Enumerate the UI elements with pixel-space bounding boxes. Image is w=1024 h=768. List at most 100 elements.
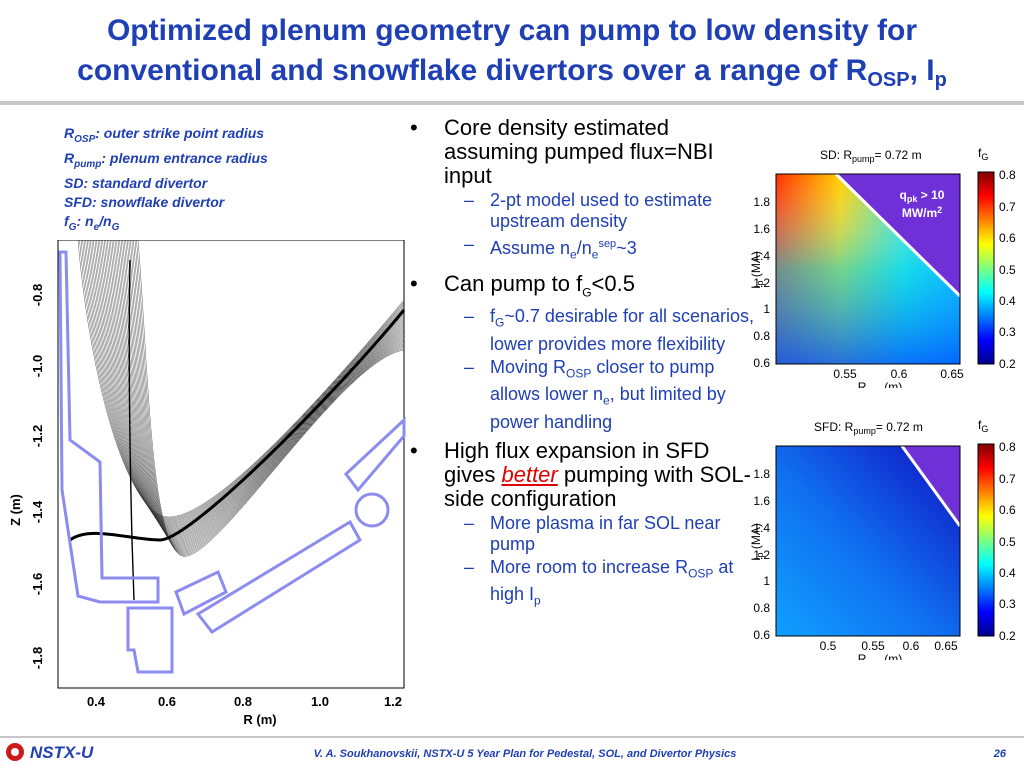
cb-tick: 0.5 [999,535,1016,549]
flux-line [90,240,405,526]
x-ticks: 0.5 0.55 0.6 0.65 [820,639,958,653]
y-tick: 1.2 [753,548,770,562]
x-tick: 0.55 [833,367,857,381]
x-tick: 0.8 [234,694,252,709]
sub-bullet-2pt-model: –2-pt model used to estimate upstream de… [464,190,713,231]
colorbar [977,171,995,365]
flux-line [116,240,405,543]
cb-tick: 0.2 [999,357,1016,371]
legend-sfd: SFD: snowflake divertor [64,193,225,210]
bullet-pump-fg: • Can pump to fG<0.5 [410,270,635,299]
x-tick: 0.65 [940,367,964,381]
x-tick-labels: 0.4 0.6 0.8 1.0 1.2 [87,694,402,709]
x-axis-label: R (m) [243,712,276,727]
bullet-flux-expansion: • High flux expansion in SFD gives better… [410,437,751,511]
flux-surfaces [69,240,406,601]
y-axis-label: Ip (MA) [749,523,765,561]
colorbar-label: fG [978,146,988,162]
passive-plate-coil [354,492,390,528]
baffle-tile [174,569,228,617]
flux-line [93,240,405,528]
cb-tick: 0.8 [999,168,1016,182]
page-number: 26 [993,748,1006,760]
x-tick: 0.6 [891,367,908,381]
y-tick: 0.8 [753,601,770,615]
cb-tick: 0.7 [999,472,1016,486]
footer: NSTX-U V. A. Soukhanovskii, NSTX-U 5 Yea… [0,740,1024,768]
cb-tick: 0.4 [999,294,1016,308]
legend-fg: fG: ne/nG [64,212,120,233]
flux-line [127,240,405,550]
flux-line [137,240,405,557]
cb-tick: 0.3 [999,597,1016,611]
cb-tick: 0.8 [999,440,1016,454]
nstx-logo: NSTX-U [6,742,116,764]
colorbar [977,443,995,637]
y-ticks: 1.8 1.6 1.4 1.2 1 0.8 0.6 [753,195,770,370]
y-tick: -1.4 [30,500,45,523]
vessel-wall [58,250,406,674]
power-limit-line [834,172,962,298]
heatmap-sfd: SFD: Rpump= 0.72 m 1.8 1.6 1.4 1.2 1 0.8… [749,418,1016,660]
y-tick: 0.8 [753,329,770,343]
flux-line [94,240,405,529]
footer-divider [0,736,1024,738]
y-axis-label: Ip (MA) [749,251,765,289]
y-tick: 1.8 [753,195,770,209]
cb-tick: 0.6 [999,503,1016,517]
x-tick: 0.6 [158,694,176,709]
heatmap-title: SD: Rpump= 0.72 m [820,148,922,164]
y-tick-labels: -0.8 -1.0 -1.2 -1.4 -1.6 -1.8 [30,284,45,669]
flux-line [133,240,405,554]
y-tick: 1.8 [753,467,770,481]
y-tick: 0.6 [753,628,770,642]
title-line-1: Optimized plenum geometry can pump to lo… [106,14,918,47]
title-divider [0,101,1024,105]
y-tick: 1 [763,574,770,588]
y-tick: -1.2 [30,425,45,447]
cb-tick: 0.4 [999,566,1016,580]
y-tick: 0.6 [753,356,770,370]
flux-line [130,240,405,552]
divertor-geometry-plot: 0.4 0.6 0.8 1.0 1.2 R (m) -0.8 -1.0 -1.2… [8,240,406,727]
flux-line [134,240,405,555]
y-tick: -1.0 [30,355,45,377]
flux-line [131,240,405,553]
flux-line [119,240,405,545]
heatmap-frame [775,445,961,637]
x-ticks: 0.55 0.6 0.65 [833,367,964,381]
power-limit-line [900,445,962,527]
cb-tick: 0.3 [999,325,1016,339]
flux-line [123,240,405,548]
x-tick: 0.5 [820,639,837,653]
nstx-logo-icon [6,743,24,761]
lower-plate [126,606,174,674]
slide-title: Optimized plenum geometry can pump to lo… [0,0,1024,102]
y-tick: 1.4 [753,249,770,263]
sub-bullet-assume-ne: – Assume ne/nesep~3 [464,234,637,262]
x-axis-label: Rosp (m) [858,652,903,660]
x-axis-label: Rosp (m) [858,380,903,388]
flux-line [87,240,405,524]
sub-bullet-far-sol: – More plasma in far SOL near pump [464,512,721,554]
heatmap-frame [775,173,961,365]
y-tick: 1.4 [753,521,770,535]
flux-line [83,240,405,522]
separatrix-leg [128,259,135,601]
flux-line [120,240,405,546]
heatmap-sd: SD: Rpump= 0.72 m qpk > 10 MW/m2 1.8 1.6… [749,146,1016,388]
x-tick: 0.65 [934,639,958,653]
sub-bullet-fg-desirable: – fG~0.7 desirable for all scenarios, low… [464,305,754,354]
bullet-list: • Core density estimated assuming pumped … [408,114,756,612]
x-tick: 0.6 [903,639,920,653]
inner-wall [58,250,160,604]
title-line-2: conventional and snowflake divertors ove… [77,54,947,91]
y-tick: -0.8 [30,284,45,306]
sub-bullet-more-room: – More room to increase ROSP at high Ip [464,556,734,608]
x-tick: 0.4 [87,694,106,709]
y-tick: 1.6 [753,222,770,236]
y-tick: 1.6 [753,494,770,508]
footer-citation: V. A. Soukhanovskii, NSTX-U 5 Year Plan … [313,748,737,760]
legend-sd: SD: standard divertor [64,174,208,191]
heatmap-title: SFD: Rpump= 0.72 m [814,420,923,436]
